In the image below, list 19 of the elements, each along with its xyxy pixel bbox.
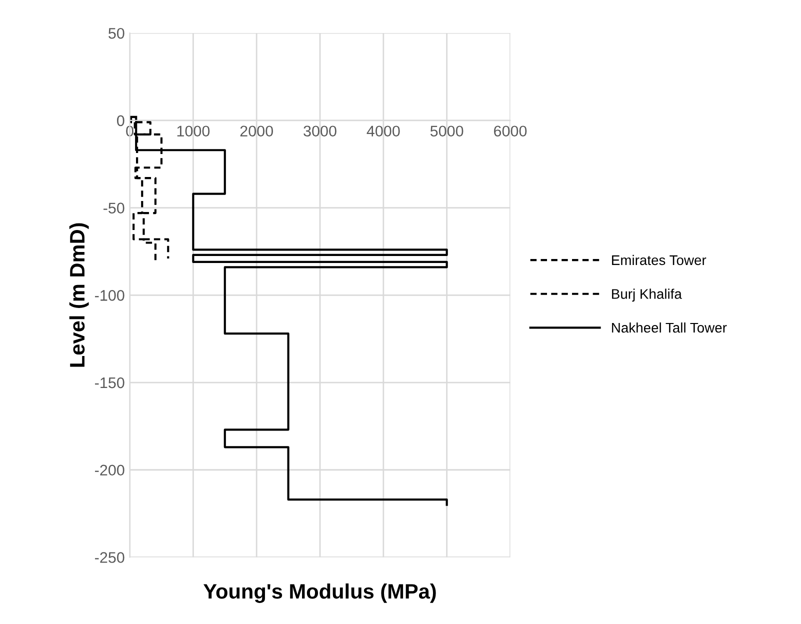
legend-label: Emirates Tower [612,254,706,266]
x-tick-label: 3000 [304,126,336,137]
y-tick-label: 0 [117,115,124,126]
y-tick-label: 50 [108,28,124,39]
y-tick-label: -50 [104,202,124,214]
x-axis-title: Young's Modulus (MPa) [204,583,436,603]
x-tick-label: 4000 [366,126,400,137]
x-tick-label: 1000 [177,126,210,137]
y-tick-label: -200 [95,464,124,476]
y-axis-title: Level (m DmD) [69,223,89,367]
legend-label: Nakheel Tall Tower [612,322,727,333]
x-tick-label: 6000 [494,126,527,137]
legend-label: Burj Khalifa [612,288,682,302]
x-tick-label: 0 [126,126,134,137]
y-tick-label: -150 [95,377,124,388]
x-tick-label: 5000 [430,126,464,137]
y-tick-label: -250 [95,552,124,563]
x-tick-label: 2000 [240,126,273,137]
y-tick-label: -100 [95,290,124,301]
